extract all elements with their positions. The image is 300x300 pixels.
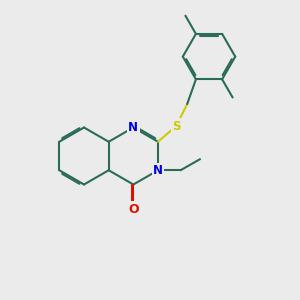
Text: N: N xyxy=(153,164,163,177)
Text: S: S xyxy=(172,119,180,133)
Text: O: O xyxy=(128,202,139,216)
Text: N: N xyxy=(128,121,138,134)
